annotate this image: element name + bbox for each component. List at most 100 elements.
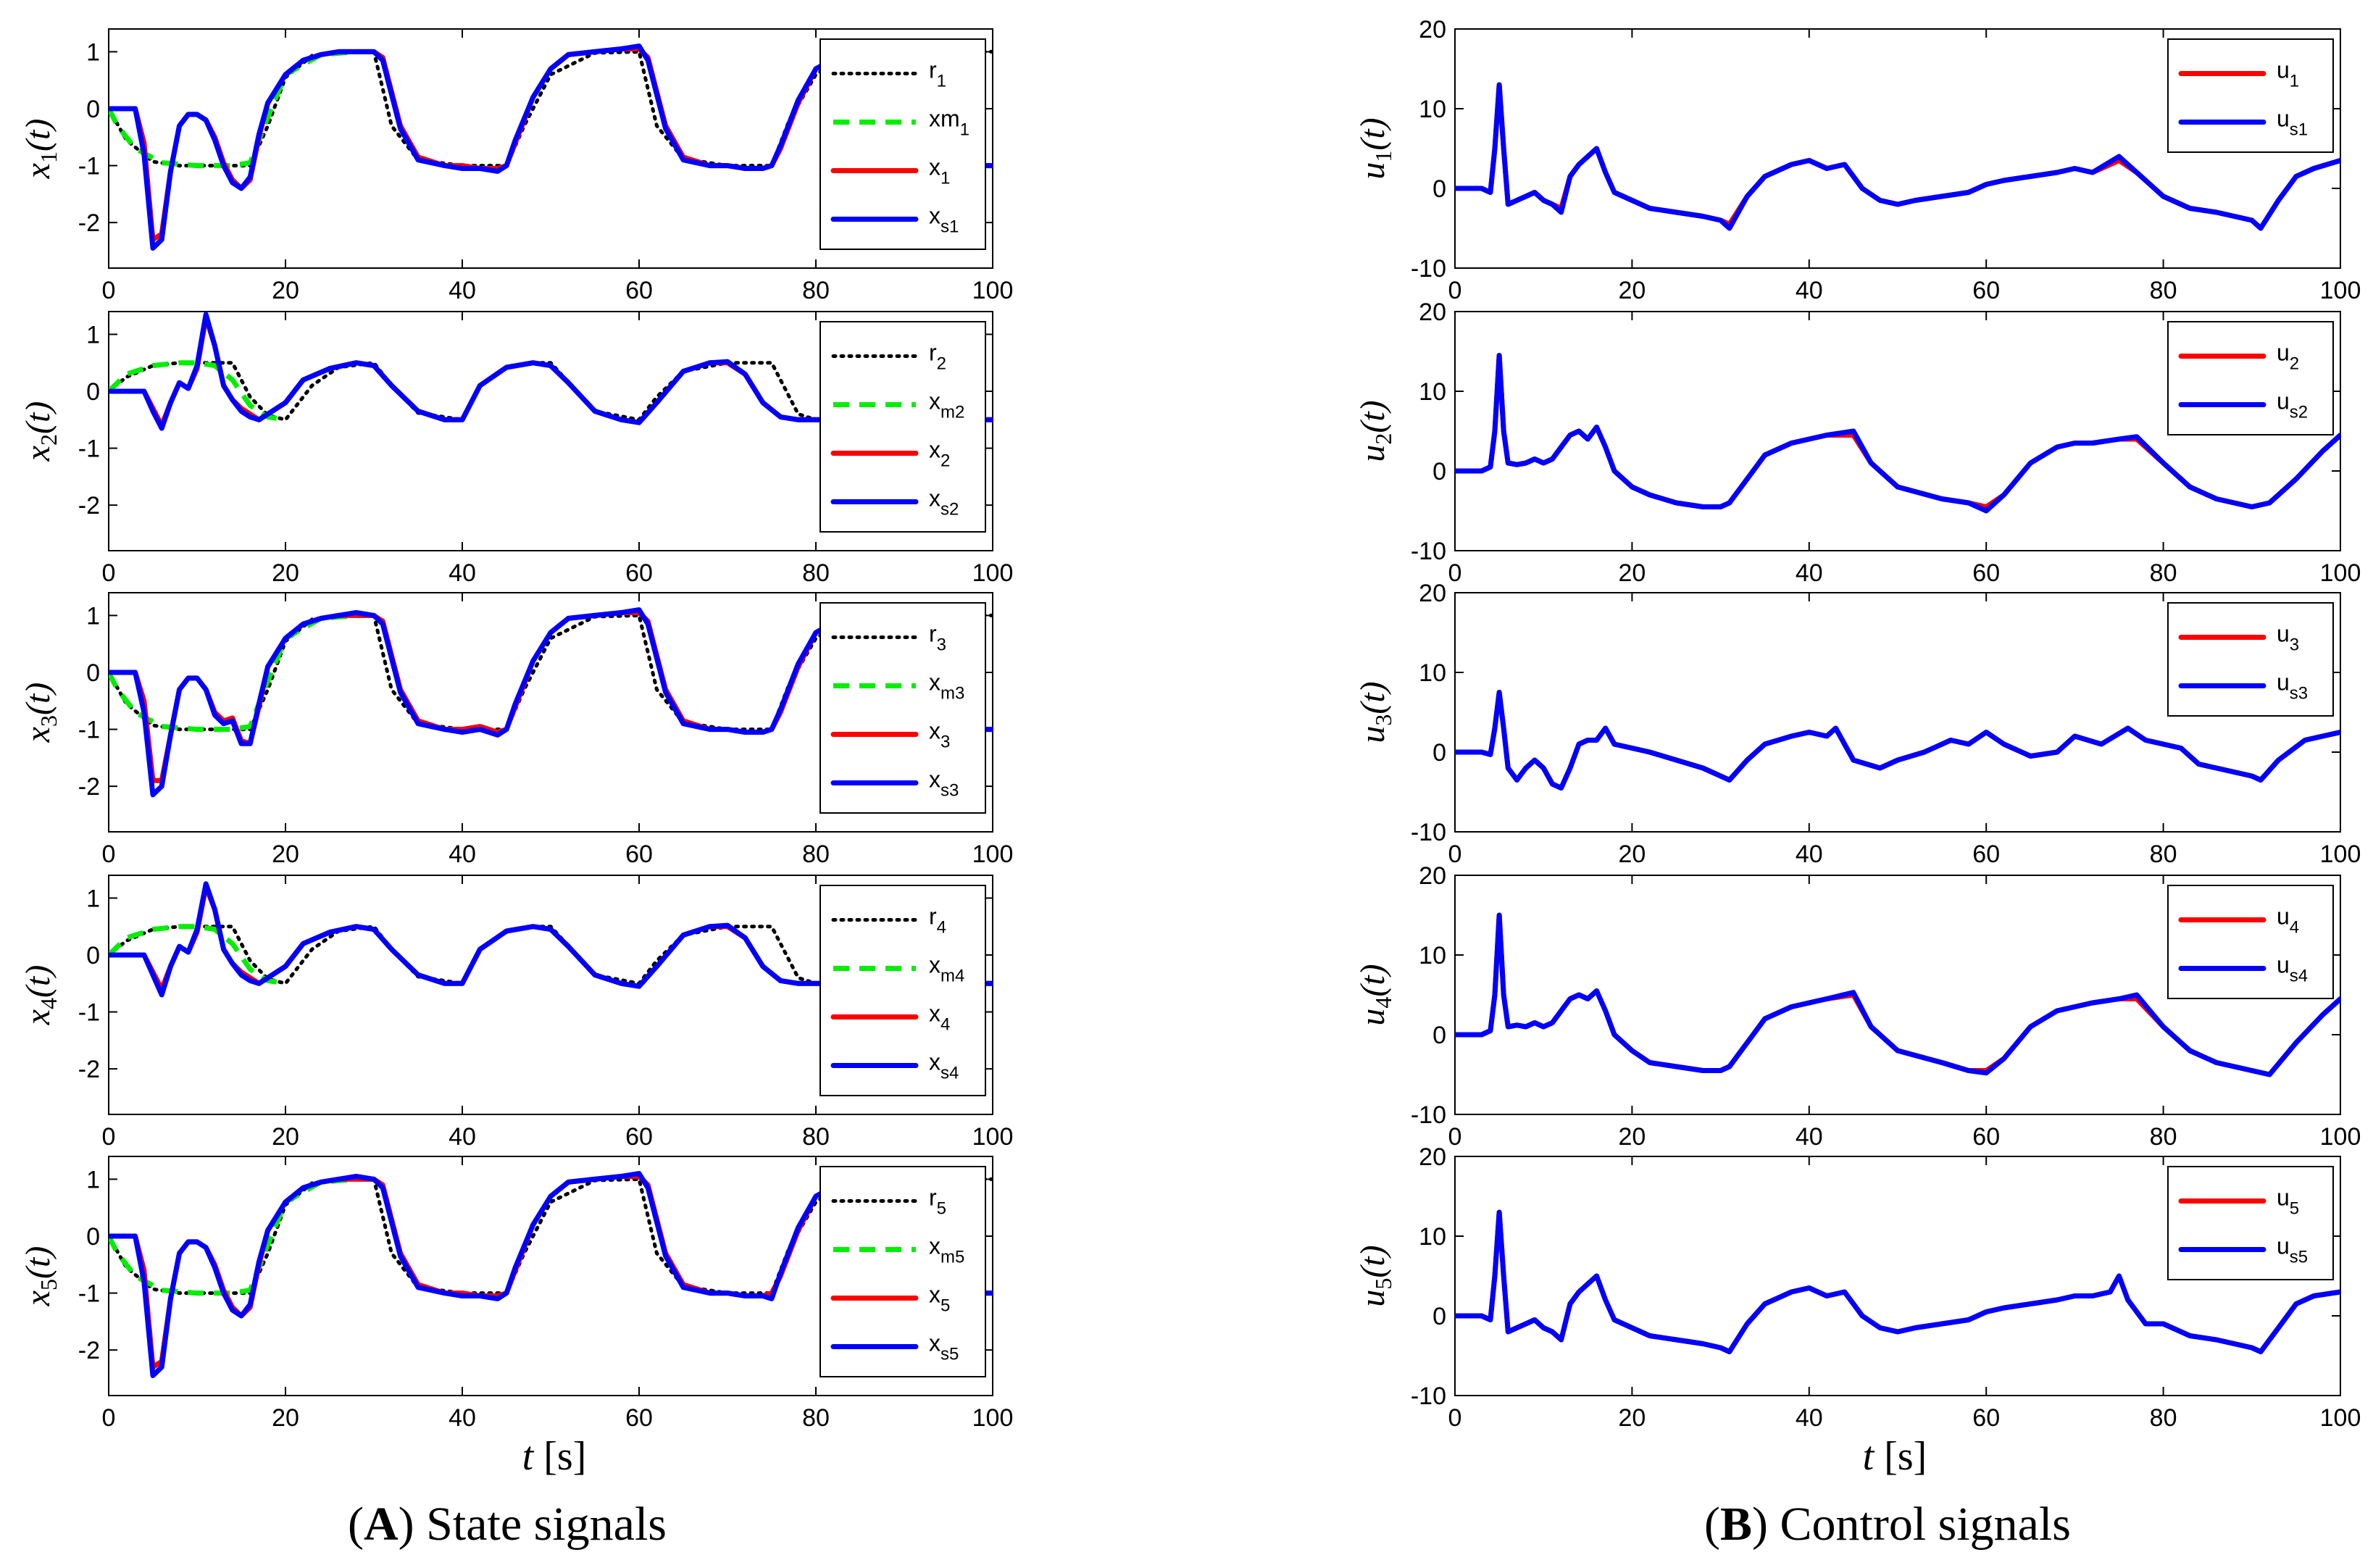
legend-box: [2167, 38, 2334, 153]
series-line-us-4: [1455, 912, 2340, 1077]
x-tick-label: 0: [102, 1123, 116, 1151]
x-tick-label: 20: [272, 559, 299, 587]
y-tick-label: 0: [1432, 1303, 1446, 1330]
legend-label: r3: [929, 621, 946, 655]
legend-label: r2: [929, 340, 946, 374]
y-tick-label: -10: [1411, 255, 1446, 283]
x-tick-label: 100: [2320, 277, 2361, 304]
legend-label: r4: [929, 904, 946, 938]
series-line-us-5: [1455, 1209, 2340, 1354]
y-tick-label: -10: [1411, 538, 1446, 565]
y-tick-label: 1: [86, 1166, 100, 1193]
x-tick-label: 20: [1618, 559, 1646, 587]
y-tick-label: 10: [1419, 378, 1446, 406]
y-tick-label: 0: [1432, 175, 1446, 203]
x-tick-label: 100: [2320, 841, 2361, 868]
x-tick-label: 60: [625, 1123, 653, 1151]
legend-label: xm3: [929, 670, 964, 704]
x-tick-label: 40: [1796, 1123, 1823, 1151]
x-tick-label: 80: [802, 559, 830, 587]
y-axis-label: x5(t): [19, 1246, 62, 1307]
x-tick-label: 100: [2320, 1404, 2361, 1432]
x-axis-label-right: t [s]: [1863, 1434, 1927, 1479]
legend: r2 xm2 x2 xs2: [820, 321, 986, 533]
x-tick-label: 0: [1448, 559, 1462, 587]
x-tick-label: 80: [2150, 841, 2177, 868]
series-group: [1455, 912, 2340, 1077]
x-tick-label: 20: [272, 1123, 299, 1151]
legend-box: [2167, 1166, 2334, 1280]
legend-box: [2167, 602, 2334, 717]
y-axis-label: u3(t): [1354, 681, 1396, 743]
x-tick-label: 20: [1618, 277, 1646, 304]
x-tick-label: 60: [1972, 559, 2000, 587]
y-axis-label: x3(t): [19, 683, 62, 743]
x-tick-label: 80: [802, 1404, 830, 1432]
x-tick-label: 100: [972, 277, 1014, 304]
y-tick-label: -2: [78, 1337, 100, 1364]
legend: r5 xm5 x5 xs5: [820, 1166, 986, 1377]
y-tick-label: -2: [78, 773, 100, 801]
series-group: [109, 1171, 993, 1378]
series-group: [109, 43, 993, 251]
y-tick-label: 20: [1419, 299, 1446, 326]
legend-label: us5: [2277, 1233, 2308, 1267]
y-tick-label: -1: [78, 717, 100, 744]
caption-a: (A) State signals: [348, 1498, 667, 1551]
legend-label: x1: [929, 154, 950, 188]
x-tick-label: 0: [102, 559, 116, 587]
x-tick-label: 40: [1796, 1404, 1823, 1432]
legend: r4 xm4 x4 xs4: [820, 885, 986, 1096]
x-tick-label: 60: [625, 559, 653, 587]
y-axis-label: x4(t): [19, 965, 62, 1026]
x-tick-label: 60: [1972, 1123, 2000, 1151]
series-line-r-2: [109, 361, 993, 422]
x-tick-label: 100: [972, 841, 1014, 868]
legend-label: u3: [2277, 621, 2299, 655]
legend-label: xs3: [929, 767, 959, 801]
y-tick-label: -1: [78, 153, 100, 180]
x-tick-label: 60: [625, 277, 653, 304]
x-tick-label: 40: [449, 841, 476, 868]
x-tick-label: 80: [2150, 1404, 2177, 1432]
x-tick-label: 60: [1972, 841, 2000, 868]
x-tick-label: 40: [449, 559, 476, 587]
y-tick-label: 20: [1419, 862, 1446, 890]
series-group: [1455, 353, 2340, 514]
y-axis-label: u1(t): [1354, 117, 1396, 179]
y-tick-label: 0: [86, 659, 100, 687]
legend-box: [2167, 321, 2334, 435]
panel-x4: 0 20 40 60 80 100 1 0 -1 -2 x4(t) r4 xm4 x4 xs4: [19, 875, 1013, 1151]
legend-label: r5: [929, 1185, 946, 1219]
y-tick-label: -1: [78, 435, 100, 463]
x-axis-label-left: t [s]: [522, 1434, 587, 1479]
legend-label: r1: [929, 57, 946, 91]
legend-label: us3: [2277, 670, 2308, 704]
series-line-xm-4: [109, 924, 286, 986]
y-tick-label: 1: [86, 602, 100, 630]
x-tick-label: 40: [1796, 841, 1823, 868]
x-tick-label: 80: [2150, 277, 2177, 304]
legend: r1 xm1 x1 xs1: [820, 38, 986, 250]
y-tick-label: -2: [78, 492, 100, 520]
y-tick-label: 10: [1419, 659, 1446, 687]
y-tick-label: 0: [86, 1223, 100, 1251]
x-tick-label: 80: [2150, 559, 2177, 587]
legend-label: u2: [2277, 340, 2299, 374]
y-tick-label: 0: [1432, 458, 1446, 485]
y-tick-label: -2: [78, 1056, 100, 1083]
legend: r3 xm3 x3 xs3: [820, 602, 986, 814]
series-group: [109, 881, 993, 998]
x-tick-label: 100: [2320, 559, 2361, 587]
x-tick-label: 20: [1618, 1123, 1646, 1151]
series-line-xs-4: [109, 881, 993, 998]
y-tick-label: 0: [1432, 1022, 1446, 1049]
y-tick-label: 20: [1419, 16, 1446, 43]
x-tick-label: 20: [1618, 1404, 1646, 1432]
legend-label: x2: [929, 437, 950, 471]
y-tick-label: -1: [78, 999, 100, 1027]
